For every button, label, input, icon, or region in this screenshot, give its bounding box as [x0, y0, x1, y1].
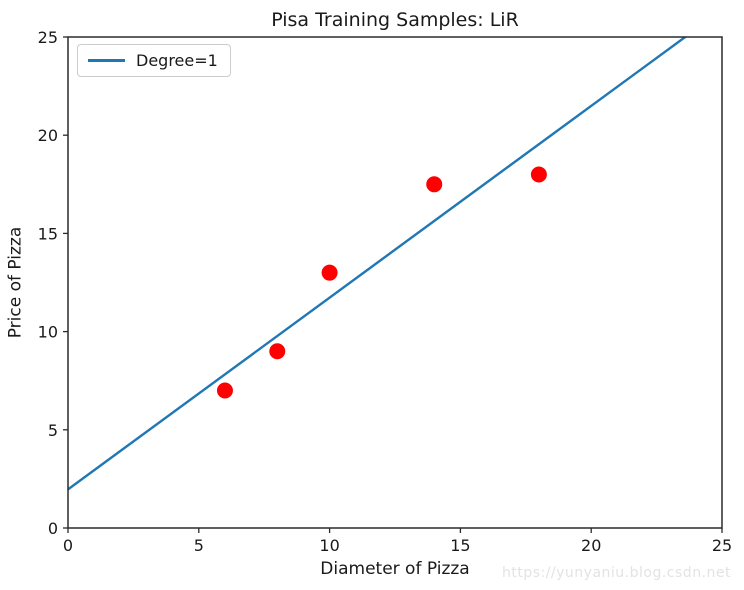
legend: Degree=1: [77, 44, 231, 77]
y-tick-label: 0: [48, 519, 58, 538]
y-tick-label: 5: [48, 421, 58, 440]
x-tick-label: 0: [63, 536, 73, 555]
x-axis-label: Diameter of Pizza: [320, 559, 470, 579]
y-tick-label: 25: [38, 28, 58, 47]
chart-title: Pisa Training Samples: LiR: [271, 9, 519, 31]
data-point: [216, 382, 233, 399]
axes-spines: [67, 36, 723, 529]
watermark: https://yunyaniu.blog.csdn.net: [501, 565, 731, 581]
legend-entry-label: Degree=1: [136, 51, 218, 70]
x-tick-label: 15: [450, 536, 470, 555]
x-tick-label: 20: [581, 536, 601, 555]
y-tick-label: 15: [38, 224, 58, 243]
y-axis-label: Price of Pizza: [5, 226, 26, 339]
y-tick-label: 20: [38, 126, 58, 145]
y-tick-label: 10: [38, 323, 58, 342]
x-tick-label: 10: [319, 536, 339, 555]
x-tick-label: 25: [712, 536, 732, 555]
data-point: [530, 166, 547, 183]
data-point: [321, 264, 338, 281]
data-point: [426, 176, 443, 193]
data-point: [269, 343, 286, 360]
x-tick-label: 5: [194, 536, 204, 555]
regression-line: [68, 37, 688, 491]
legend-line-sample-icon: [88, 59, 125, 62]
